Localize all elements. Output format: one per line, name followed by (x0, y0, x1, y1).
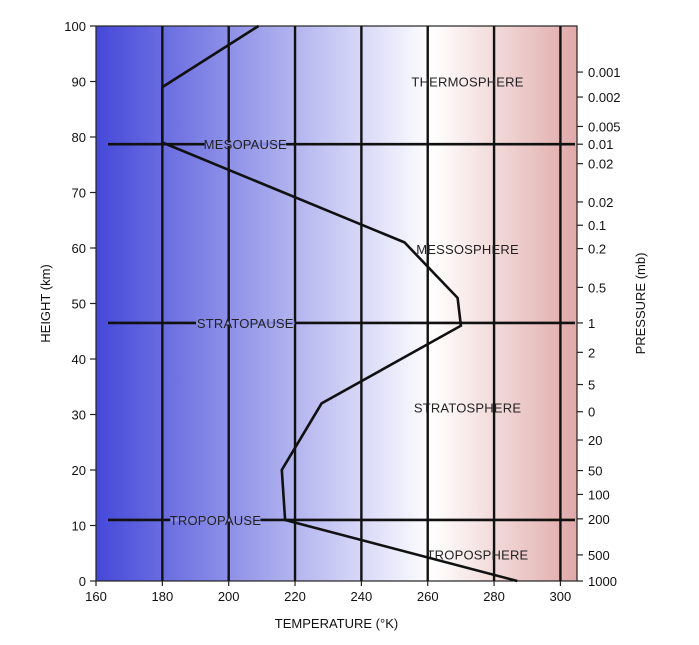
x-axis: 160 180 200 220 240 260 280 300 (85, 581, 571, 604)
pressure-tick-label-8: 0.5 (588, 280, 606, 295)
pressure-axis: 0.0010.0020.0050.010.020.020.10.20.51250… (577, 65, 621, 589)
pressure-tick-label-13: 20 (588, 433, 602, 448)
region-label-troposphere: TROPOSPHERE (427, 547, 529, 562)
y-tick-label-70: 70 (72, 186, 86, 201)
y-tick-label-20: 20 (72, 463, 86, 478)
y-tick-label-10: 10 (72, 519, 86, 534)
pressure-tick-label-18: 1000 (588, 574, 617, 589)
x-tick-label-200: 200 (218, 589, 240, 604)
pressure-tick-label-15: 100 (588, 487, 610, 502)
vertical-gridlines (161, 26, 562, 581)
pressure-tick-label-10: 2 (588, 345, 595, 360)
pressure-axis-title: PRESSURE (mb) (633, 253, 648, 355)
layer-label-mesopause: MESOPAUSE (204, 137, 287, 152)
y-tick-label-40: 40 (72, 352, 86, 367)
x-axis-title: TEMPERATURE (°K) (275, 616, 398, 631)
pressure-tick-label-1: 0.002 (588, 90, 621, 105)
pressure-tick-label-5: 0.02 (588, 195, 613, 210)
x-tick-label-160: 160 (85, 589, 107, 604)
plot-area (95, 25, 578, 582)
layer-label-stratopause: STRATOPAUSE (197, 316, 294, 331)
x-tick-label-300: 300 (550, 589, 572, 604)
y-tick-label-0: 0 (79, 574, 86, 589)
y-tick-label-100: 100 (64, 19, 86, 34)
pressure-tick-label-9: 1 (588, 316, 595, 331)
y-tick-label-80: 80 (72, 130, 86, 145)
pressure-tick-label-3: 0.01 (588, 137, 613, 152)
y-tick-label-30: 30 (72, 408, 86, 423)
pressure-tick-label-6: 0.1 (588, 218, 606, 233)
y-axis: 0 10 20 30 40 50 60 70 80 90 100 (64, 19, 96, 589)
temperature-profile (161, 24, 518, 583)
region-labels: MESOPAUSE STRATOPAUSE TROPOPAUSE THERMOSPHE… (170, 75, 529, 563)
x-tick-label-240: 240 (351, 589, 373, 604)
pressure-tick-label-2: 0.005 (588, 119, 621, 134)
y-tick-label-90: 90 (72, 75, 86, 90)
y-tick-label-60: 60 (72, 241, 86, 256)
pressure-tick-label-16: 200 (588, 512, 610, 527)
pressure-tick-label-17: 500 (588, 548, 610, 563)
pressure-tick-label-0: 0.001 (588, 65, 621, 80)
pressure-tick-label-11: 5 (588, 378, 595, 393)
pressure-tick-label-4: 0.02 (588, 157, 613, 172)
region-label-stratosphere: STRATOSPHERE (414, 400, 522, 415)
x-tick-label-260: 260 (417, 589, 439, 604)
pressure-tick-label-7: 0.2 (588, 242, 606, 257)
pressure-tick-label-12: 0 (588, 405, 595, 420)
series-line-0 (161, 24, 518, 583)
y-axis-title: HEIGHT (km) (38, 264, 53, 342)
region-label-thermosphere: THERMOSPHERE (411, 75, 523, 90)
pressure-tick-label-14: 50 (588, 464, 602, 479)
x-tick-label-220: 220 (284, 589, 306, 604)
y-tick-label-50: 50 (72, 297, 86, 312)
x-tick-label-280: 280 (483, 589, 505, 604)
x-tick-label-180: 180 (151, 589, 173, 604)
region-label-messosphere: MESSOSPHERE (416, 242, 519, 257)
layer-label-tropopause: TROPOPAUSE (170, 513, 261, 528)
